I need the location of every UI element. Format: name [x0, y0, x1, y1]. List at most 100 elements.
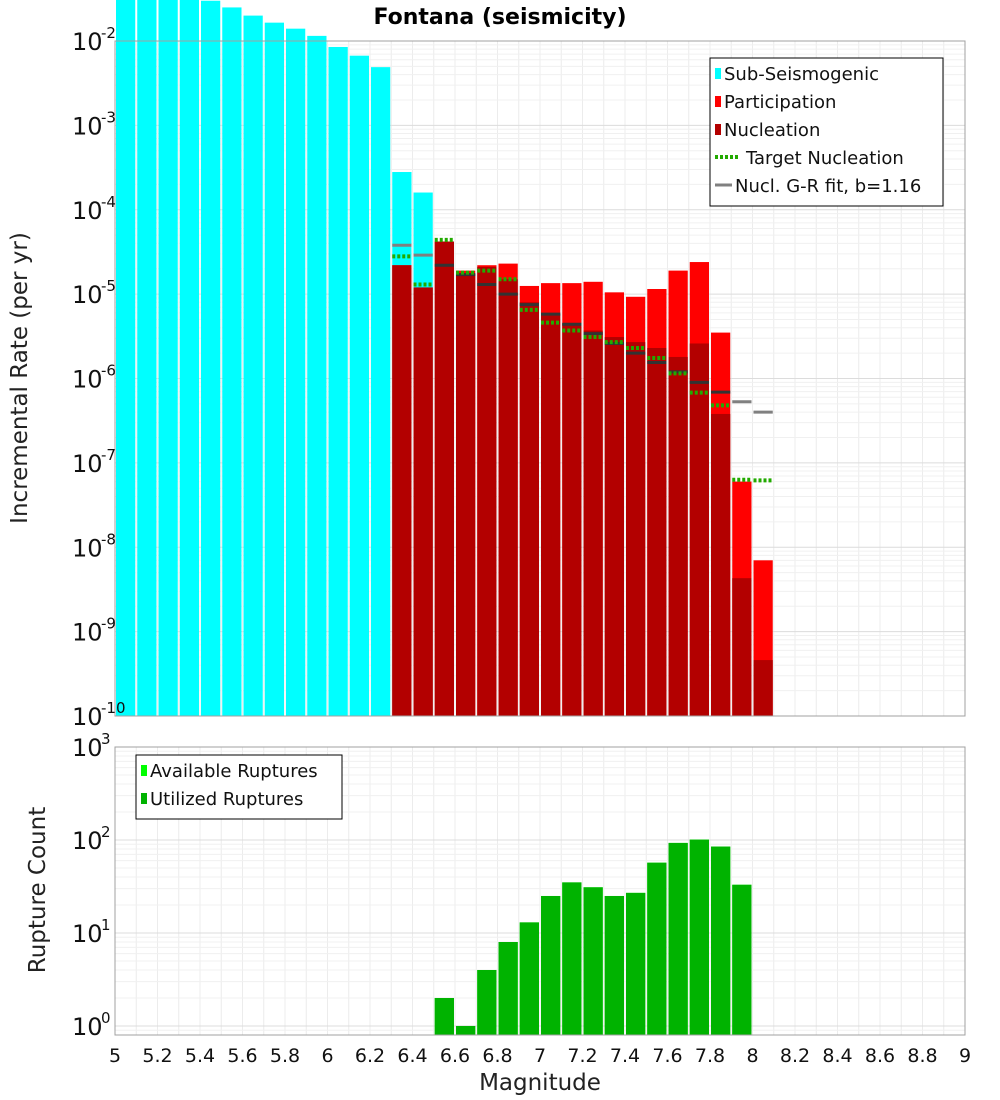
nucleation-bar [753, 660, 773, 716]
y-tick-exponent: 1 [101, 916, 111, 934]
y-tick-exponent: -6 [101, 362, 116, 380]
x-tick-label: 6 [321, 1045, 333, 1067]
sub-seismogenic-bar [116, 0, 136, 716]
sub-seismogenic-bar [201, 0, 221, 716]
y-tick-exponent: -7 [101, 446, 116, 464]
utilized-ruptures-bar [668, 842, 688, 1035]
utilized-ruptures-bar [732, 884, 752, 1035]
count-y-axis-title: Rupture Count [25, 807, 51, 973]
chart-title: Fontana (seismicity) [373, 5, 626, 30]
nucleation-bar [477, 266, 497, 716]
x-tick-label: 5.4 [185, 1045, 215, 1067]
plot-border [114, 40, 966, 717]
x-tick-label: 8 [746, 1045, 758, 1067]
x-tick-label: 8.2 [780, 1045, 810, 1067]
x-tick-label: 6.6 [440, 1045, 470, 1067]
nucleation-bar [626, 342, 646, 716]
magnitude-x-axis-title: Magnitude [479, 1070, 601, 1096]
nucleation-bar [583, 330, 603, 716]
x-tick-label: 6.4 [397, 1045, 427, 1067]
utilized-ruptures-bar [519, 922, 539, 1035]
nucleation-bar [392, 265, 412, 716]
y-tick-label: 10 [72, 619, 103, 647]
utilized-ruptures-bar [626, 892, 646, 1035]
x-tick-label: 7.4 [610, 1045, 640, 1067]
sub-seismogenic-bar [264, 22, 284, 717]
count-legend-swatch [141, 765, 147, 776]
y-tick-label: 10 [72, 28, 103, 56]
nucleation-bar [519, 302, 539, 716]
y-tick-label: 10 [72, 281, 103, 309]
x-tick-label: 7.2 [567, 1045, 597, 1067]
nucleation-bar [689, 343, 709, 716]
y-tick-exponent: -3 [101, 108, 116, 126]
sub-seismogenic-bar [158, 0, 178, 717]
nucleation-bar [668, 356, 688, 716]
y-tick-exponent: -8 [101, 530, 116, 548]
y-tick-label: 10 [72, 734, 103, 762]
sub-seismogenic-bar [137, 0, 157, 716]
nucleation-bar [604, 337, 624, 716]
rate-legend-box [709, 57, 944, 207]
y-tick-label: 10 [72, 920, 103, 948]
y-tick-exponent: -4 [101, 193, 116, 211]
sub-seismogenic-bar [349, 55, 369, 717]
nucleation-bar [541, 314, 561, 716]
rate-legend-swatch [715, 124, 721, 135]
y-tick-exponent: -10 [101, 699, 126, 717]
y-tick-label: 10 [72, 1013, 103, 1041]
rate-plot-panel: 10-1010-910-810-710-610-510-410-310-2Sub… [72, 0, 966, 731]
rate-legend-label: Nucleation [724, 120, 820, 141]
y-tick-exponent: 2 [101, 823, 111, 841]
x-tick-label: 5 [109, 1045, 121, 1067]
y-tick-label: 10 [72, 450, 103, 478]
utilized-ruptures-bar [583, 887, 603, 1035]
rate-legend-swatch [715, 68, 721, 79]
x-tick-label: 5.6 [227, 1045, 257, 1067]
rate-legend-label: Target Nucleation [745, 148, 904, 169]
utilized-ruptures-bar [689, 839, 709, 1035]
x-tick-label: 8.4 [822, 1045, 852, 1067]
y-tick-label: 10 [72, 703, 103, 731]
nucleation-bar [434, 241, 454, 717]
y-tick-label: 10 [72, 112, 103, 140]
rate-legend-label: Nucl. G-R fit, b=1.16 [735, 176, 921, 197]
nucleation-bar [732, 578, 752, 716]
sub-seismogenic-bar [286, 28, 306, 716]
y-tick-label: 10 [72, 366, 103, 394]
x-tick-label: 8.6 [865, 1045, 895, 1067]
nucleation-bar [498, 279, 518, 716]
count-legend-label: Available Ruptures [150, 761, 318, 782]
y-tick-exponent: -5 [101, 277, 116, 295]
x-tick-label: 7.8 [695, 1045, 725, 1067]
utilized-ruptures-bar [604, 895, 624, 1035]
x-tick-label: 5.2 [142, 1045, 172, 1067]
count-legend-box [135, 754, 343, 820]
sub-seismogenic-bar [222, 7, 242, 716]
rate-y-axis-title: Incremental Rate (per yr) [7, 232, 33, 524]
x-tick-label: 5.8 [270, 1045, 300, 1067]
plot-border [114, 746, 966, 1036]
count-legend-swatch [141, 793, 147, 804]
x-tick-label: 6.8 [482, 1045, 512, 1067]
sub-seismogenic-bar [307, 35, 327, 717]
y-tick-label: 10 [72, 534, 103, 562]
y-tick-label: 10 [72, 197, 103, 225]
nucleation-bar [562, 323, 582, 716]
utilized-ruptures-bar [434, 997, 454, 1035]
y-tick-label: 10 [72, 827, 103, 855]
y-tick-exponent: 3 [101, 730, 111, 748]
nucleation-bar [413, 287, 433, 716]
count-legend-label: Utilized Ruptures [150, 789, 303, 810]
rate-legend-swatch [715, 96, 721, 107]
nucleation-bar [647, 347, 667, 716]
utilized-ruptures-bar [562, 882, 582, 1035]
sub-seismogenic-bar [243, 15, 263, 717]
y-tick-exponent: 0 [101, 1009, 111, 1027]
utilized-ruptures-bar [477, 969, 497, 1035]
sub-seismogenic-bar [328, 46, 348, 717]
utilized-ruptures-bar [456, 1025, 476, 1035]
sub-seismogenic-bar [371, 67, 391, 716]
